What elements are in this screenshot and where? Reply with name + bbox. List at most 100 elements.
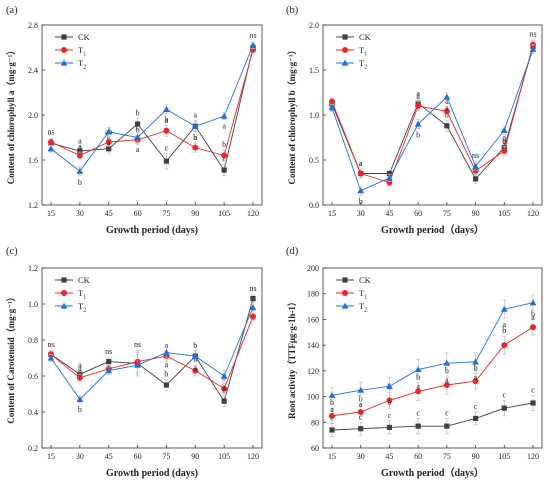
legend-label-t1: T1 <box>78 288 86 301</box>
y-tick-label: 1.0 <box>28 300 38 309</box>
significance-label: b <box>136 108 140 117</box>
x-axis-title: Growth period (days) <box>106 468 198 479</box>
chart-panel-b: (b) 0.0 0.5 1.0 1.5 2.0 15 30 45 60 75 90 105 120 Grow… <box>286 5 543 236</box>
data-point-t1 <box>357 170 364 177</box>
data-point-t1 <box>329 412 335 419</box>
data-point-t2 <box>472 358 479 365</box>
y-tick-label: 1.2 <box>28 264 38 273</box>
significance-label: a <box>503 137 507 146</box>
data-point-t1 <box>163 127 170 134</box>
data-point-t2 <box>220 372 228 379</box>
data-point-t2 <box>357 187 365 194</box>
series-line-ck <box>331 46 534 180</box>
x-tick-label: 15 <box>47 209 55 218</box>
data-point-ck <box>329 427 335 433</box>
legend-label-t1: T1 <box>359 288 367 301</box>
legend-marker-t1 <box>342 47 348 53</box>
data-point-ck <box>386 170 393 177</box>
significance-label: a <box>165 360 169 369</box>
significance-label: a <box>445 375 449 384</box>
significance-label: a <box>445 104 449 113</box>
significance-label: b <box>531 309 535 318</box>
data-point-t2 <box>414 120 422 127</box>
data-point-t2 <box>191 122 199 129</box>
legend-label-t1: T1 <box>359 45 367 58</box>
data-point-t1 <box>415 388 422 395</box>
y-tick-label: 180 <box>307 290 319 299</box>
significance-label: b <box>78 405 82 414</box>
data-point-ck <box>415 423 421 429</box>
data-point-t2 <box>191 352 199 359</box>
significance-label: a <box>78 364 82 373</box>
y-tick-label: 80 <box>311 418 319 427</box>
data-point-t2 <box>386 174 393 181</box>
data-point-t1 <box>443 382 450 388</box>
data-point-t2 <box>76 396 84 402</box>
chart-panel-d: (d) 60 80 100 120 140 160 180 200 15 30 45 60 75 90 105… <box>286 246 543 479</box>
series-line-t1 <box>331 44 534 184</box>
x-axis-title: Growth period（days） <box>381 466 484 479</box>
x-tick-label: 105 <box>498 452 510 461</box>
legend-marker-t1 <box>342 290 348 296</box>
significance-label: b <box>78 178 82 187</box>
y-tick-label: 2.4 <box>28 66 38 75</box>
legend-marker-t2 <box>60 59 68 66</box>
y-tick-label: 1.6 <box>28 156 38 165</box>
significance-label: ns <box>249 31 256 40</box>
y-tick-label: 160 <box>307 315 319 324</box>
x-tick-label: 15 <box>47 452 55 461</box>
data-point-t1 <box>501 148 508 154</box>
plot-frame <box>41 24 263 206</box>
significance-label: a <box>165 341 169 350</box>
data-point-ck <box>106 146 112 152</box>
significance-label: a <box>222 122 226 131</box>
y-tick-label: 0.5 <box>309 156 319 165</box>
panel-label: (a) <box>6 5 18 16</box>
significance-label: a <box>78 137 82 146</box>
chart-panel-c: (c) 0.2 0.4 0.6 0.8 1.0 1.2 15 30 45 60 75 90 105 120 G… <box>6 246 263 479</box>
significance-label: ns <box>47 340 54 349</box>
data-point-t1 <box>329 98 335 105</box>
y-tick-label: 2.0 <box>28 111 38 120</box>
significance-label: a <box>503 133 507 142</box>
series-line-t2 <box>331 302 534 396</box>
significance-label: a <box>107 138 111 147</box>
x-tick-label: 30 <box>76 209 84 218</box>
y-tick-label: 60 <box>311 444 319 453</box>
data-point-t2 <box>443 359 451 366</box>
y-tick-label: 1.5 <box>309 66 319 75</box>
y-tick-label: 0.4 <box>28 408 38 417</box>
significance-label: a <box>416 92 420 101</box>
data-point-t2 <box>105 367 113 374</box>
significance-label: b <box>359 197 363 206</box>
x-tick-label: 15 <box>328 452 336 461</box>
y-tick-label: 2.0 <box>309 21 319 30</box>
x-axis-title: Growth period（days） <box>381 223 484 236</box>
legend-label-ck: CK <box>78 32 91 42</box>
significance-label: ns <box>529 29 536 38</box>
significance-label: a <box>222 383 226 392</box>
y-axis-title: Content of chlorophyll a（mg·g⁻¹） <box>6 46 16 185</box>
significance-label: a <box>78 361 82 370</box>
y-tick-label: 120 <box>307 367 319 376</box>
legend-marker-ck <box>61 34 67 40</box>
significance-label: a <box>136 145 140 154</box>
data-point-t2 <box>500 126 508 133</box>
data-point-t2 <box>220 112 228 119</box>
significance-label: b <box>359 394 363 403</box>
data-point-t2 <box>134 361 141 368</box>
x-tick-label: 75 <box>162 452 170 461</box>
significance-label: a <box>474 373 478 382</box>
data-point-t1 <box>192 144 199 151</box>
chart-panel-a: (a) 1.2 1.6 2.0 2.4 2.8 15 30 45 60 75 90 105 120 Grow… <box>6 5 263 236</box>
significance-label: a <box>194 111 198 120</box>
y-tick-label: 0.0 <box>309 201 319 210</box>
data-point-t2 <box>249 304 257 311</box>
significance-label: b <box>416 131 420 140</box>
significance-label: c <box>165 143 169 152</box>
data-point-t2 <box>414 366 422 373</box>
data-point-ck <box>444 423 450 429</box>
legend-label-t2: T2 <box>78 58 86 71</box>
